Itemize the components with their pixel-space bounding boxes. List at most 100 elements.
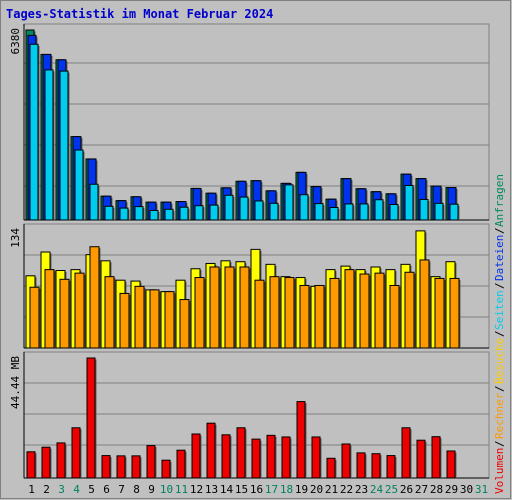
x-tick-label-day-10: 10 [160, 483, 173, 496]
bar-volume-day-7 [116, 455, 126, 479]
bar-volume-day-11 [176, 449, 186, 479]
x-tick-label-day-16: 16 [250, 483, 263, 496]
bar-sites-day-24 [374, 272, 385, 349]
bar-sites-day-1 [29, 286, 40, 349]
bar-volume-day-29 [446, 450, 456, 479]
bar-sites-day-9 [149, 289, 160, 349]
bar-volume-day-18 [281, 436, 291, 479]
bar-pages-day-4 [74, 149, 84, 221]
bar-pages-day-26 [404, 184, 414, 221]
bar-pages-day-11 [179, 206, 189, 221]
y-max-label: 6380 [9, 28, 22, 55]
bar-sites-day-6 [104, 276, 115, 349]
x-tick-label-day-27: 27 [415, 483, 428, 496]
bar-pages-day-23 [359, 203, 369, 221]
bar-pages-day-8 [134, 206, 144, 221]
x-tick-label-day-19: 19 [295, 483, 308, 496]
bar-pages-day-2 [44, 69, 54, 221]
bar-volume-day-28 [431, 436, 441, 479]
x-tick-label-day-11: 11 [175, 483, 188, 496]
x-tick-label-day-23: 23 [355, 483, 368, 496]
bar-volume-day-16 [251, 438, 261, 479]
legend-entry: Dateien [493, 235, 506, 282]
x-tick-label-day-12: 12 [190, 483, 203, 496]
bar-volume-day-8 [131, 455, 141, 479]
x-tick-label-day-9: 9 [148, 483, 155, 496]
bar-sites-day-12 [194, 277, 205, 349]
bar-sites-day-20 [314, 284, 325, 349]
bar-pages-day-9 [149, 209, 159, 221]
y-max-label: 44.44 MB [9, 356, 22, 409]
x-tick-label-day-4: 4 [73, 483, 80, 496]
bar-pages-day-27 [419, 198, 429, 221]
bar-sites-day-17 [269, 276, 280, 349]
bar-sites-day-5 [89, 246, 100, 349]
bar-pages-day-12 [194, 205, 204, 221]
bar-pages-day-18 [284, 184, 294, 221]
legend-entry: Rechner [493, 392, 506, 440]
x-tick-label-day-8: 8 [133, 483, 140, 496]
x-tick-label-day-25: 25 [385, 483, 398, 496]
x-tick-label-day-18: 18 [280, 483, 293, 496]
x-tick-label-day-28: 28 [430, 483, 443, 496]
x-tick-label-day-20: 20 [310, 483, 323, 496]
bar-sites-day-2 [44, 269, 55, 349]
bar-pages-day-20 [314, 203, 324, 221]
x-tick-label-day-14: 14 [220, 483, 234, 496]
bar-pages-day-25 [389, 204, 399, 221]
bar-sites-day-27 [419, 259, 430, 349]
legend-entry: Volumen [493, 447, 506, 494]
bar-volume-day-17 [266, 434, 276, 479]
x-tick-label-day-15: 15 [235, 483, 248, 496]
bar-volume-day-2 [41, 446, 51, 479]
bar-pages-day-7 [119, 207, 129, 221]
bar-pages-day-3 [59, 70, 69, 221]
bar-pages-day-10 [164, 208, 174, 221]
bar-sites-day-22 [344, 269, 355, 349]
bar-volume-day-3 [56, 442, 66, 479]
bar-sites-day-4 [74, 272, 85, 349]
bar-volume-day-6 [101, 455, 111, 479]
x-tick-label-day-30: 30 [460, 483, 473, 496]
legend-entry: / [493, 385, 506, 392]
bar-sites-day-25 [389, 284, 400, 349]
bar-volume-day-13 [206, 422, 216, 479]
bar-pages-day-29 [449, 203, 459, 221]
bar-volume-day-25 [386, 455, 396, 479]
bar-sites-day-16 [254, 279, 265, 349]
bar-sites-day-15 [239, 266, 250, 349]
bar-pages-day-13 [209, 204, 219, 221]
bar-volume-day-24 [371, 453, 381, 479]
bar-sites-day-13 [209, 266, 220, 349]
x-tick-label-day-7: 7 [118, 483, 125, 496]
bar-volume-day-14 [221, 434, 231, 479]
x-tick-label-day-1: 1 [28, 483, 35, 496]
bar-volume-day-23 [356, 452, 366, 479]
bar-pages-day-6 [104, 205, 114, 221]
bar-sites-day-8 [134, 285, 145, 349]
bar-pages-day-24 [374, 199, 384, 221]
bar-volume-day-27 [416, 439, 426, 479]
chart-title: Tages-Statistik im Monat Februar 2024 [6, 7, 274, 21]
bar-volume-day-26 [401, 427, 411, 479]
bar-pages-day-28 [434, 202, 444, 221]
bar-pages-day-14 [224, 194, 234, 221]
x-tick-label-day-21: 21 [325, 483, 338, 496]
bar-volume-day-21 [326, 457, 336, 479]
bar-sites-day-23 [359, 273, 370, 349]
bar-sites-day-19 [299, 284, 310, 349]
bar-volume-day-19 [296, 401, 306, 479]
legend-entry: / [493, 440, 506, 447]
bar-sites-day-29 [449, 277, 460, 349]
x-tick-label-day-13: 13 [205, 483, 218, 496]
bar-sites-day-3 [59, 278, 70, 349]
bar-pages-day-1 [29, 43, 39, 221]
bar-sites-day-26 [404, 271, 415, 349]
bar-sites-day-14 [224, 266, 235, 349]
x-tick-label-day-26: 26 [400, 483, 413, 496]
bar-volume-day-22 [341, 443, 351, 479]
bar-pages-day-21 [329, 206, 339, 221]
bar-volume-day-1 [26, 451, 36, 479]
x-tick-label-day-31: 31 [475, 483, 488, 496]
